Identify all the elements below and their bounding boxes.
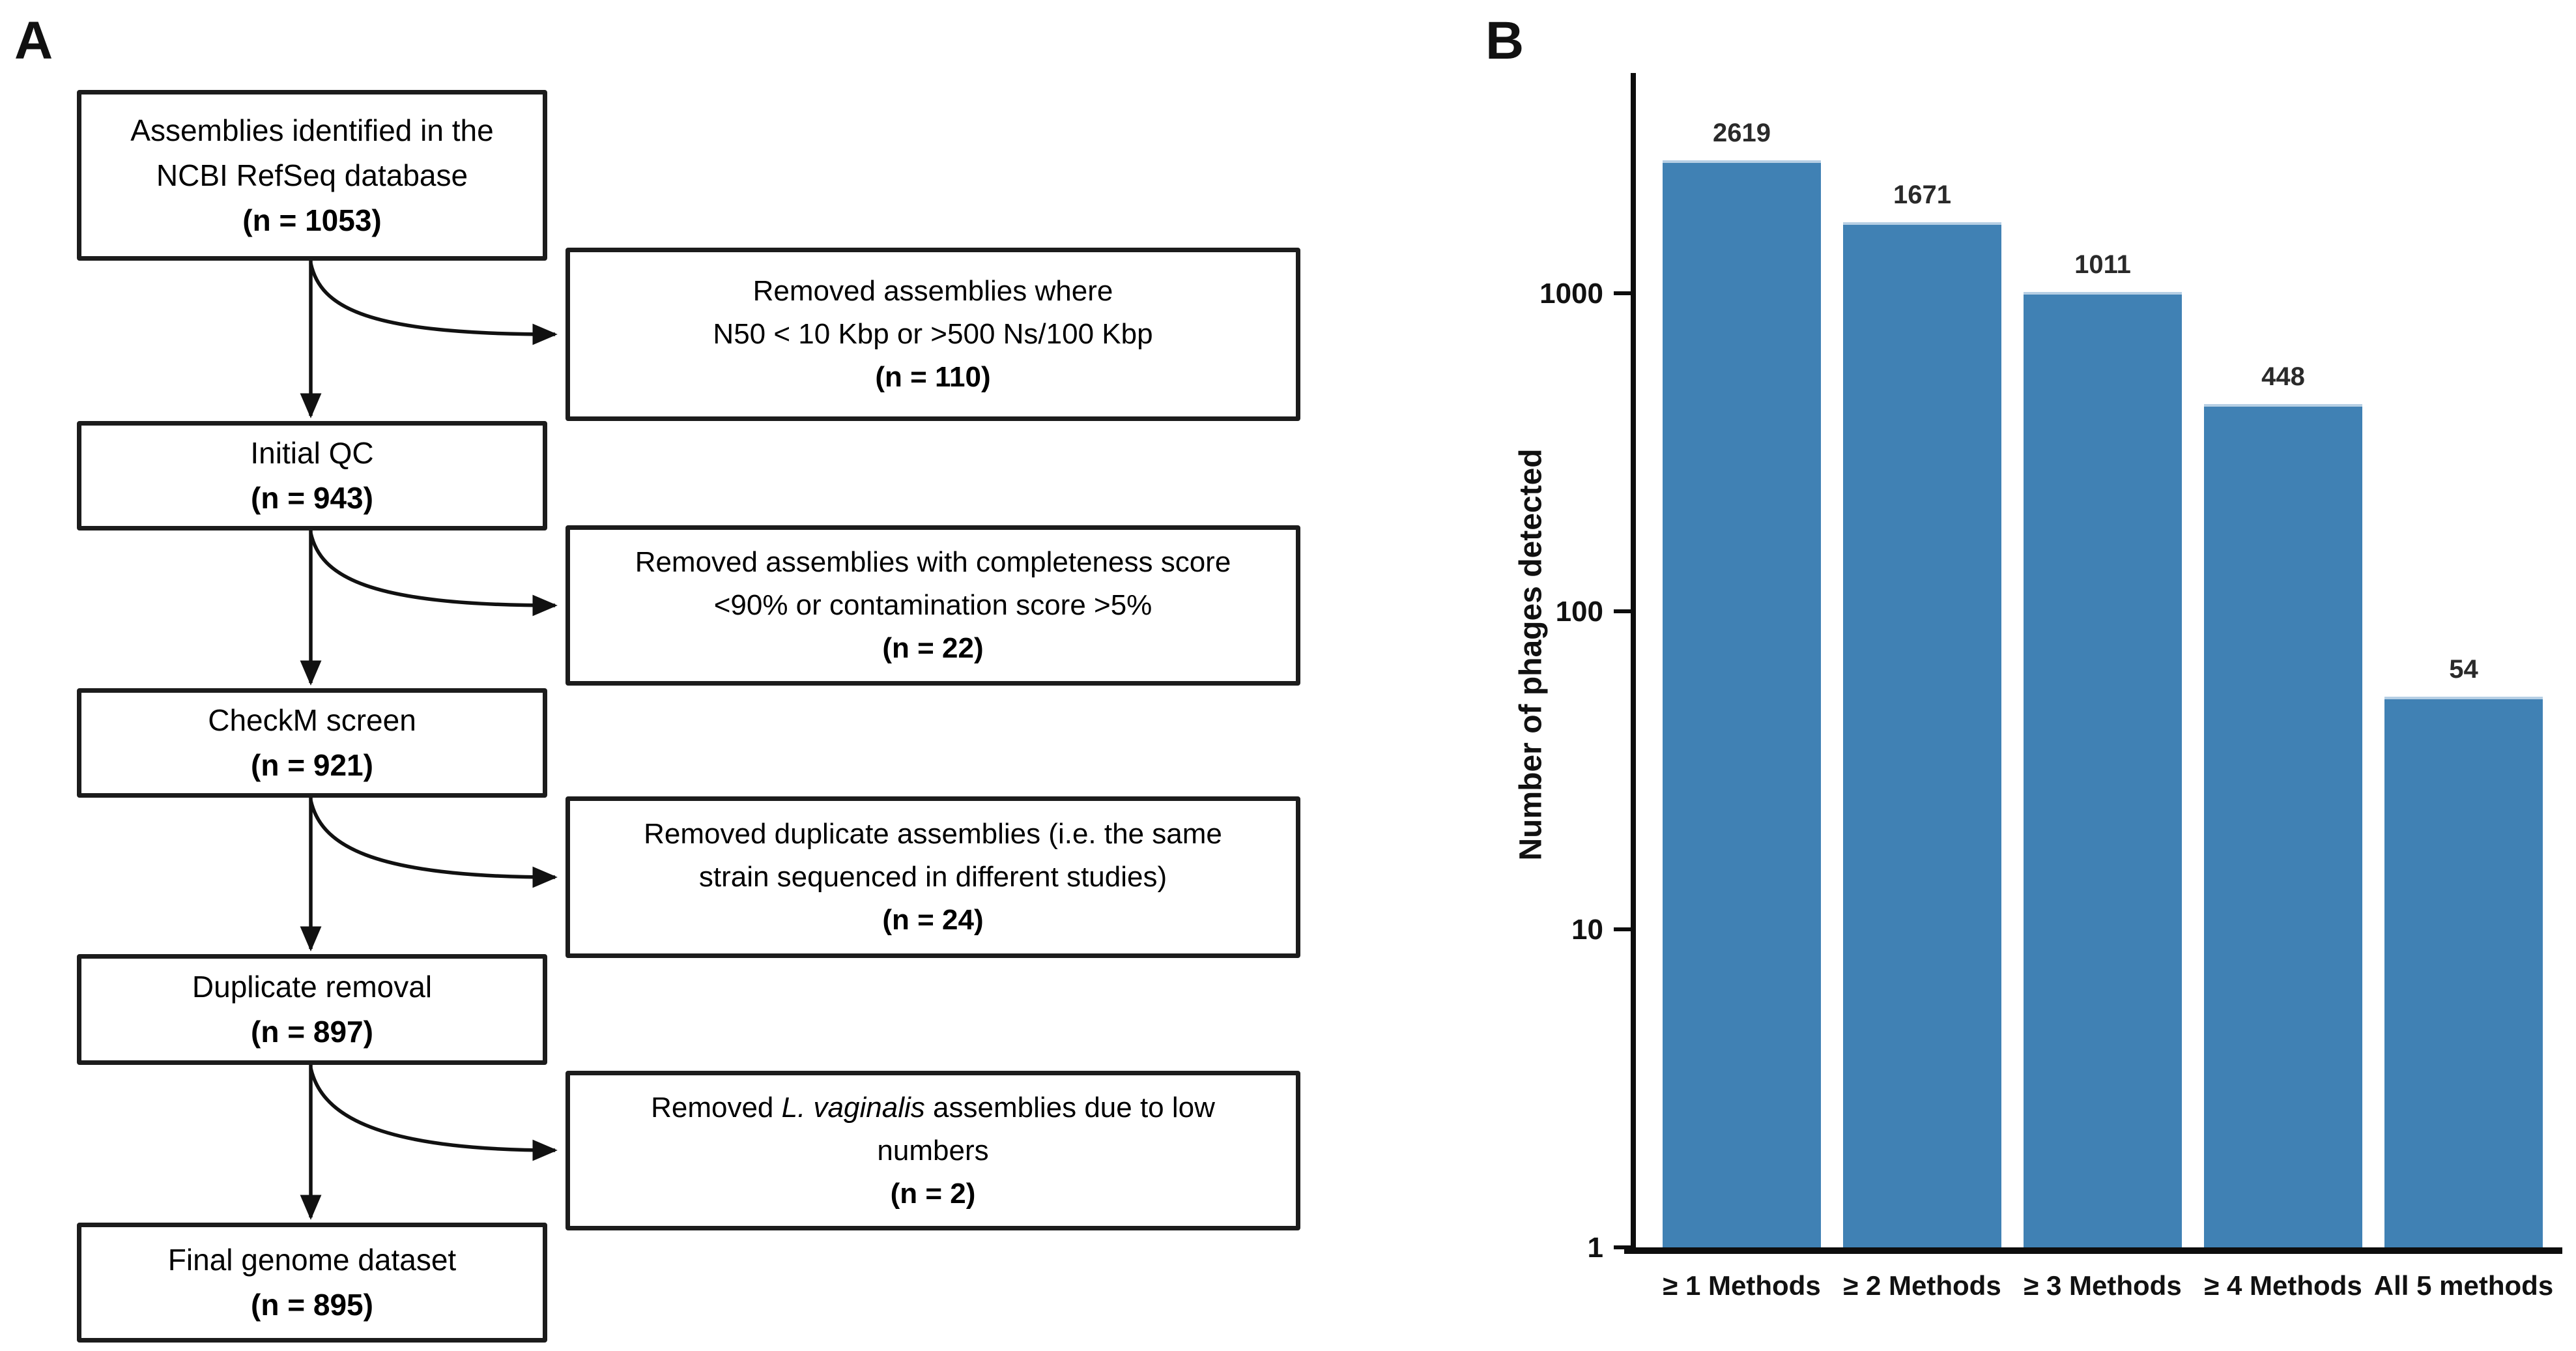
y-axis-tick-label: 100 xyxy=(1555,596,1603,628)
y-axis-line xyxy=(1631,73,1636,1251)
arrow-curve-2 xyxy=(309,532,558,617)
flow-box-text: Removed assemblies with completeness sco… xyxy=(635,546,1231,578)
panel-b-label: B xyxy=(1485,11,1524,70)
x-axis-tick-label: All 5 methods xyxy=(2373,1270,2554,1301)
bar-value-label: 1671 xyxy=(1893,181,1951,210)
flow-box-text-segment: Removed xyxy=(651,1091,782,1124)
flow-box-refseq-assemblies: Assemblies identified in the NCBI RefSeq… xyxy=(77,90,547,261)
bar-value-label: 54 xyxy=(2449,654,2478,684)
panel-a-flowchart: A Assemblies identified in the N xyxy=(14,11,1300,1343)
flow-box-initial-qc: Initial QC (n = 943) xyxy=(77,421,547,530)
flow-box-removed-n50: Removed assemblies where N50 < 10 Kbp or… xyxy=(565,248,1300,421)
flow-box-count: (n = 897) xyxy=(251,1015,373,1049)
flow-box-duplicate-removal: Duplicate removal (n = 897) xyxy=(77,954,547,1065)
flow-box-text-segment: assemblies due to low xyxy=(924,1091,1215,1124)
chart-bar xyxy=(2024,291,2182,1247)
panel-b-bar-chart: B Number of phages detected 1 10 100 1000 2… xyxy=(1433,0,2576,1351)
flow-box-count: (n = 22) xyxy=(882,632,984,664)
x-axis-tick-label: ≥ 2 Methods xyxy=(1843,1270,2001,1301)
bar-value-label: 2619 xyxy=(1713,118,1771,147)
flow-box-text: Final genome dataset xyxy=(167,1243,457,1277)
species-name-italic: L. vaginalis xyxy=(781,1091,925,1124)
flow-box-text: Assemblies identified in the xyxy=(130,113,494,147)
flow-box-text: <90% or contamination score >5% xyxy=(713,589,1152,621)
flow-box-removed-vaginalis: Removed L. vaginalis assemblies due to l… xyxy=(565,1071,1300,1230)
flow-box-final-dataset: Final genome dataset (n = 895) xyxy=(77,1223,547,1343)
flow-box-text: Duplicate removal xyxy=(192,970,433,1004)
x-axis-line xyxy=(1624,1247,2562,1254)
flow-box-text: CheckM screen xyxy=(208,703,416,737)
x-axis-tick-label: ≥ 1 Methods xyxy=(1663,1270,1821,1301)
y-axis-tick xyxy=(1614,927,1631,931)
y-axis-title: Number of phages detected xyxy=(1513,448,1549,861)
y-axis-tick-label: 10 xyxy=(1571,914,1603,946)
y-axis-tick xyxy=(1614,291,1631,295)
chart-bar xyxy=(2384,696,2543,1247)
flow-box-count: (n = 24) xyxy=(882,904,984,936)
panel-a-label: A xyxy=(14,11,53,70)
flow-box-count: (n = 943) xyxy=(251,481,373,515)
y-axis-tick-label: 1000 xyxy=(1539,278,1603,310)
arrow-curve-3 xyxy=(309,800,558,888)
flow-box-count: (n = 110) xyxy=(875,361,991,393)
flow-box-text: strain sequenced in different studies) xyxy=(698,861,1167,893)
flow-box-text: numbers xyxy=(877,1134,989,1167)
flow-box-text: Removed L. vaginalis assemblies due to l… xyxy=(651,1086,1215,1129)
y-axis-tick xyxy=(1614,1245,1631,1249)
flow-box-removed-completeness: Removed assemblies with completeness sco… xyxy=(565,525,1300,686)
chart-bar xyxy=(1663,160,1821,1247)
bar-value-label: 1011 xyxy=(2074,250,2131,279)
chart-bar xyxy=(2204,404,2362,1247)
chart-bar xyxy=(1843,222,2001,1247)
flow-box-text: Removed duplicate assemblies (i.e. the s… xyxy=(644,818,1222,850)
y-axis-tick xyxy=(1614,609,1631,613)
flow-box-removed-duplicates: Removed duplicate assemblies (i.e. the s… xyxy=(565,796,1300,958)
arrow-curve-1 xyxy=(309,263,558,345)
flow-box-checkm-screen: CheckM screen (n = 921) xyxy=(77,688,547,798)
flow-box-count: (n = 921) xyxy=(251,748,373,782)
bar-value-label: 448 xyxy=(2261,362,2305,392)
flow-box-count: (n = 1053) xyxy=(242,203,382,237)
flow-box-count: (n = 895) xyxy=(251,1288,373,1322)
x-axis-tick-label: ≥ 3 Methods xyxy=(2024,1270,2182,1301)
y-axis-tick-label: 1 xyxy=(1587,1232,1603,1264)
flow-box-text: Removed assemblies where xyxy=(752,275,1113,307)
arrow-curve-4 xyxy=(309,1068,558,1161)
flow-box-text: NCBI RefSeq database xyxy=(156,158,468,192)
x-axis-tick-label: ≥ 4 Methods xyxy=(2204,1270,2362,1301)
flow-box-count: (n = 2) xyxy=(890,1177,976,1210)
flow-box-text: Initial QC xyxy=(250,436,374,470)
flow-box-text: N50 < 10 Kbp or >500 Ns/100 Kbp xyxy=(713,318,1153,350)
flowchart-arrows xyxy=(300,261,558,1220)
